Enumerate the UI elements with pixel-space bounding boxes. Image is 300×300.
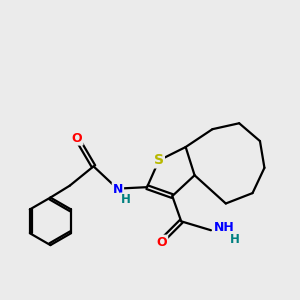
Text: O: O: [157, 236, 167, 249]
Text: N: N: [113, 183, 123, 196]
Text: S: S: [154, 153, 164, 167]
Text: H: H: [121, 194, 130, 206]
Text: NH: NH: [214, 221, 235, 234]
Text: H: H: [230, 233, 240, 246]
Text: O: O: [72, 132, 83, 145]
